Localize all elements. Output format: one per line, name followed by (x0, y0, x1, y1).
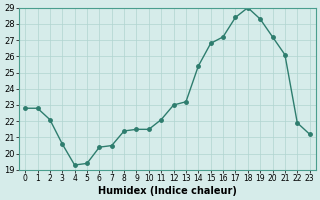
X-axis label: Humidex (Indice chaleur): Humidex (Indice chaleur) (98, 186, 237, 196)
